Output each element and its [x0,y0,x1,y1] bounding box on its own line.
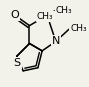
Text: CH₃: CH₃ [37,12,54,21]
Text: O: O [10,10,19,20]
Text: O: O [38,13,46,23]
Text: N: N [52,36,60,46]
Text: S: S [13,58,20,68]
Text: CH₃: CH₃ [71,24,87,33]
Text: CH₃: CH₃ [56,6,72,15]
